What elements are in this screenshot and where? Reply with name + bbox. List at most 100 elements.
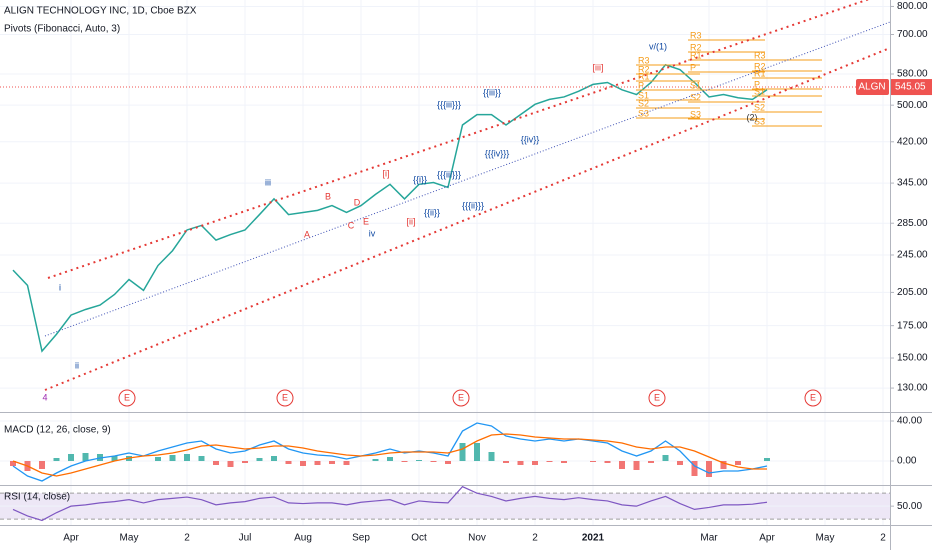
earnings-label: E: [282, 392, 288, 402]
histogram-bar: [691, 461, 698, 476]
histogram-bar: [546, 461, 553, 462]
wave-label: {{i}}: [413, 174, 427, 184]
histogram-bar: [256, 458, 263, 461]
histogram-bar: [227, 461, 234, 467]
wave-label: B: [325, 191, 331, 201]
histogram-bar: [198, 456, 205, 461]
earnings-marker: [118, 389, 136, 407]
histogram-bar: [82, 453, 89, 461]
pivot-label: R3: [754, 50, 766, 60]
macd-line: [12, 422, 768, 482]
earnings-label: E: [458, 392, 464, 402]
histogram-bar: [503, 461, 509, 463]
histogram-bar: [706, 461, 712, 477]
pivot-label: S2: [638, 98, 649, 108]
histogram-bar: [590, 461, 596, 462]
channel-middle: [44, 21, 891, 337]
y-tick-label: 205.00: [897, 287, 928, 298]
x-tick-label: Apr: [759, 533, 775, 544]
x-tick-label: May: [120, 533, 139, 544]
indicator-title: Pivots (Fibonacci, Auto, 3): [4, 24, 120, 35]
channel-lower: [44, 47, 891, 391]
x-tick-label: Nov: [468, 533, 486, 544]
histogram-bar: [387, 457, 393, 461]
earnings-label: E: [654, 392, 660, 402]
pivot-label: R1: [690, 50, 702, 60]
wave-label: [ii]: [407, 216, 416, 226]
histogram-bar: [677, 461, 683, 465]
pivot-label: P: [690, 62, 696, 72]
pivot-label: R1: [754, 68, 766, 78]
macd-title: MACD (12, 26, close, 9): [4, 425, 111, 436]
wave-label: E: [363, 216, 369, 226]
last-price-label: 545.05: [895, 82, 926, 93]
y-tick-label: 0.00: [897, 456, 917, 467]
histogram-bar: [720, 461, 727, 469]
y-tick-label: 245.00: [897, 250, 928, 261]
histogram-bar: [445, 461, 451, 464]
plot-layer: [0, 0, 890, 525]
histogram-bar: [372, 459, 379, 461]
y-tick-label: 130.00: [897, 383, 928, 394]
wave-label: {{{iv}}}: [485, 148, 510, 158]
pivot-label: R2: [638, 64, 650, 74]
x-tick-label: Mar: [700, 533, 718, 544]
y-tick-label: 175.00: [897, 320, 928, 331]
y-tick-label: 800.00: [897, 1, 928, 12]
rsi-line: [12, 485, 768, 522]
y-tick-label: 150.00: [897, 353, 928, 364]
wave-label: iv: [369, 228, 376, 238]
wave-label: {{iii}}: [483, 87, 501, 97]
rsi-title: RSI (14, close): [4, 492, 70, 503]
chart-title: ALIGN TECHNOLOGY INC, 1D, Cboe BZX: [4, 6, 197, 17]
wave-label: {{{iii}}}: [437, 99, 461, 109]
histogram-bar: [561, 461, 567, 463]
x-tick-label: May: [816, 533, 835, 544]
pivot-label: S3: [754, 116, 765, 126]
wave-label: {{{ii}}}: [462, 200, 484, 210]
last-price-tag: [891, 79, 932, 96]
pivot-label: P: [754, 79, 760, 89]
x-tick-label: 2: [532, 533, 538, 544]
pivot-label: R2: [754, 61, 766, 71]
histogram-bar: [155, 457, 161, 461]
histogram-bar: [184, 454, 190, 461]
histogram-bar: [416, 460, 422, 461]
price-line: [12, 63, 768, 353]
histogram-bar: [111, 456, 118, 461]
histogram-bar: [271, 456, 277, 461]
y-tick-label: 580.00: [897, 69, 928, 80]
histogram-bar: [474, 443, 480, 461]
earnings-marker: [804, 389, 822, 407]
x-tick-label: Apr: [63, 533, 79, 544]
histogram-bar: [517, 461, 524, 465]
histogram-bar: [53, 458, 60, 461]
symbol-label: ALGN: [858, 82, 885, 93]
wave-label: 4: [42, 392, 47, 402]
y-tick-label: 420.00: [897, 136, 928, 147]
histogram-bar: [459, 443, 466, 461]
histogram-bar: [213, 461, 219, 465]
y-tick-label: 285.00: [897, 218, 928, 229]
pivot-label: R3: [638, 55, 650, 65]
wave-label: ii: [75, 360, 79, 370]
wave-label: {{iv}}: [521, 134, 540, 144]
histogram-bar: [488, 452, 495, 461]
y-tick-label: 500.00: [897, 100, 928, 111]
x-tick-label: 2: [880, 533, 886, 544]
histogram-bar: [39, 461, 45, 469]
pivot-label: R1: [638, 71, 650, 81]
wave-label: [i]: [382, 168, 389, 178]
histogram-bar: [648, 461, 654, 463]
histogram-bar: [532, 461, 538, 465]
x-tick-label: 2: [184, 533, 190, 544]
macd-line: [12, 433, 767, 477]
pivot-label: P: [638, 80, 644, 90]
histogram-bar: [604, 461, 611, 463]
y-tick-label: 50.00: [897, 501, 922, 512]
earnings-marker: [452, 389, 470, 407]
x-tick-label: 2021: [582, 533, 605, 544]
wave-label: [iii]: [593, 62, 604, 72]
